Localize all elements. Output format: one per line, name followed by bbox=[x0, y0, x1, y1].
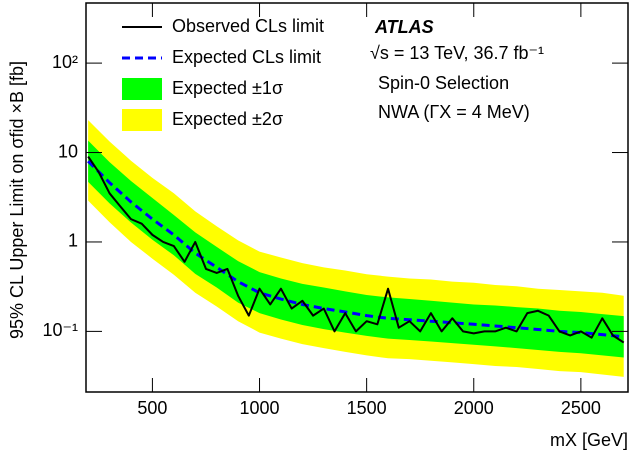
annotation: NWA (ΓX = 4 MeV) bbox=[378, 102, 530, 122]
experiment-label: ATLAS bbox=[374, 17, 434, 37]
x-axis-label: mX [GeV] bbox=[550, 430, 628, 450]
annotation: Spin-0 Selection bbox=[378, 73, 509, 93]
y-tick-label: 10² bbox=[52, 52, 78, 72]
plot-frame bbox=[85, 2, 629, 393]
x-tick-label: 1000 bbox=[240, 398, 280, 418]
error-band bbox=[88, 140, 624, 358]
legend-label: Observed CLs limit bbox=[172, 16, 324, 36]
legend-label: Expected ±1σ bbox=[172, 78, 283, 98]
x-tick-label: 1500 bbox=[347, 398, 387, 418]
legend-label: Expected ±2σ bbox=[172, 109, 283, 129]
line bbox=[87, 160, 624, 339]
legend-swatch bbox=[122, 109, 162, 131]
legend-swatch bbox=[122, 78, 162, 100]
y-axis-label: 95% CL Upper Limit on σfid ×B [fb] bbox=[7, 61, 27, 339]
x-tick-label: 2500 bbox=[561, 398, 601, 418]
y-tick-label: 10 bbox=[58, 141, 78, 161]
annotation: √s = 13 TeV, 36.7 fb⁻¹ bbox=[370, 43, 544, 63]
legend-label: Expected CLs limit bbox=[172, 47, 321, 67]
line bbox=[87, 156, 625, 344]
x-tick-label: 2000 bbox=[454, 398, 494, 418]
y-tick-label: 1 bbox=[68, 231, 78, 251]
y-tick-label: 10⁻¹ bbox=[42, 320, 78, 340]
x-tick-label: 500 bbox=[137, 398, 167, 418]
